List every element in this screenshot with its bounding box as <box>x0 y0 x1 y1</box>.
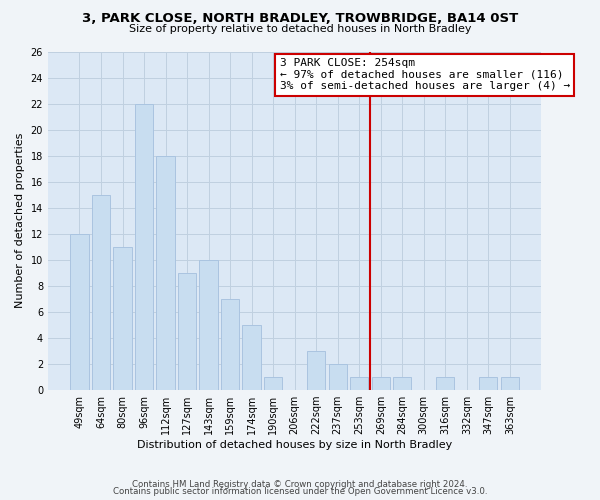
Bar <box>264 377 283 390</box>
Bar <box>501 377 519 390</box>
Bar <box>92 194 110 390</box>
Text: 3, PARK CLOSE, NORTH BRADLEY, TROWBRIDGE, BA14 0ST: 3, PARK CLOSE, NORTH BRADLEY, TROWBRIDGE… <box>82 12 518 26</box>
Bar <box>436 377 454 390</box>
X-axis label: Distribution of detached houses by size in North Bradley: Distribution of detached houses by size … <box>137 440 452 450</box>
Bar <box>393 377 412 390</box>
Bar <box>307 351 325 390</box>
Bar <box>135 104 153 390</box>
Y-axis label: Number of detached properties: Number of detached properties <box>15 133 25 308</box>
Bar <box>113 247 131 390</box>
Bar <box>371 377 390 390</box>
Text: Size of property relative to detached houses in North Bradley: Size of property relative to detached ho… <box>129 24 471 34</box>
Bar <box>221 299 239 390</box>
Text: 3 PARK CLOSE: 254sqm
← 97% of detached houses are smaller (116)
3% of semi-detac: 3 PARK CLOSE: 254sqm ← 97% of detached h… <box>280 58 570 91</box>
Bar <box>350 377 368 390</box>
Bar <box>70 234 89 390</box>
Text: Contains public sector information licensed under the Open Government Licence v3: Contains public sector information licen… <box>113 488 487 496</box>
Bar <box>242 325 261 390</box>
Bar <box>329 364 347 390</box>
Bar <box>157 156 175 390</box>
Bar <box>178 273 196 390</box>
Bar <box>479 377 497 390</box>
Text: Contains HM Land Registry data © Crown copyright and database right 2024.: Contains HM Land Registry data © Crown c… <box>132 480 468 489</box>
Bar <box>199 260 218 390</box>
